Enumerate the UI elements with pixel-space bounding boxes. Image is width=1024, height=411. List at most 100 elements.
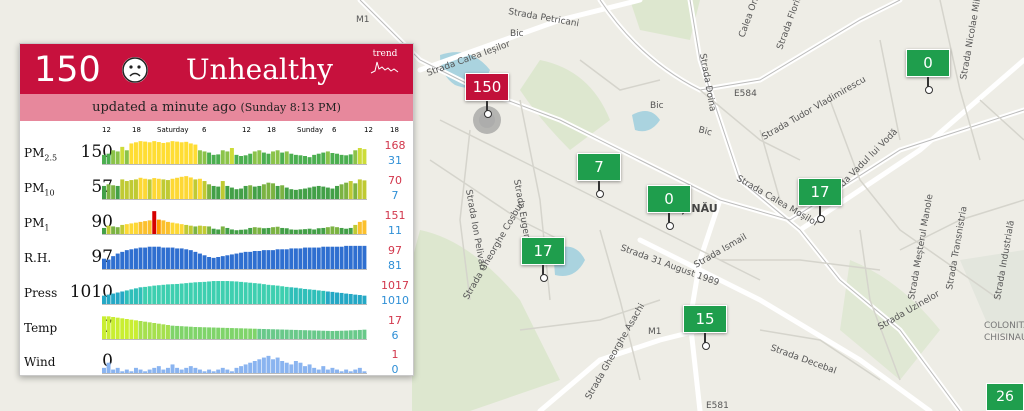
- history-bar: [202, 226, 207, 234]
- history-bar: [161, 369, 166, 373]
- history-bar: [229, 254, 234, 269]
- pollutant-label: PM10: [24, 181, 55, 198]
- axis-tick-label: 18: [132, 126, 141, 134]
- history-bar: [239, 366, 244, 373]
- history-bar: [280, 185, 285, 199]
- history-bar: [239, 229, 244, 234]
- history-bar: [330, 367, 335, 373]
- history-bar: [115, 292, 120, 304]
- history-bar: [234, 328, 239, 339]
- pollutant-label: PM1: [24, 216, 50, 233]
- history-bar: [243, 155, 248, 164]
- history-bar: [170, 222, 175, 234]
- history-bar: [175, 223, 180, 234]
- pollutant-row[interactable]: R.H. 97 97 81: [20, 241, 413, 275]
- history-bar: [312, 154, 317, 164]
- history-bar: [143, 178, 148, 199]
- history-bar: [353, 245, 358, 269]
- history-bar: [133, 367, 138, 373]
- station-marker[interactable]: 7: [577, 153, 643, 198]
- history-bar: [252, 283, 257, 304]
- history-bar: [257, 150, 262, 164]
- time-axis: 12 18 Saturday 6 12 18 Sunday 6 12 18: [102, 124, 399, 136]
- history-bar: [165, 284, 170, 304]
- station-marker[interactable]: 17: [798, 178, 864, 223]
- current-value: 0: [102, 351, 113, 371]
- history-bar: [239, 328, 244, 339]
- history-bar: [175, 283, 180, 304]
- history-bar: [284, 362, 289, 373]
- history-bar: [152, 246, 157, 269]
- history-bar: [143, 286, 148, 304]
- updated-bar: updated a minute ago (Sunday 8:13 PM): [20, 94, 413, 121]
- history-bar: [207, 152, 212, 164]
- history-bar: [138, 141, 143, 164]
- pollutant-row[interactable]: Press 1010 1017 1010: [20, 276, 413, 310]
- history-bar: [129, 371, 134, 373]
- history-bar: [138, 247, 143, 269]
- history-bar: [170, 178, 175, 199]
- history-bar: [303, 156, 307, 164]
- history-bar: [156, 366, 161, 373]
- history-bar: [289, 229, 294, 234]
- history-bar: [353, 330, 358, 339]
- history-bar: [293, 248, 298, 269]
- pollutant-row[interactable]: PM2.5 150 168 31: [20, 136, 413, 170]
- history-bar: [225, 255, 230, 269]
- history-bar: [179, 224, 184, 234]
- pollutant-row[interactable]: Wind 0 1 0: [20, 345, 413, 379]
- max-value: 1: [391, 348, 399, 361]
- history-bar: [316, 290, 321, 304]
- history-bar: [344, 245, 349, 269]
- pollutant-row[interactable]: Temp7176: [20, 311, 413, 345]
- history-bar: [197, 327, 202, 339]
- history-bar: [252, 186, 257, 199]
- history-bar: [165, 142, 170, 164]
- history-bar: [120, 318, 125, 339]
- station-marker[interactable]: 0: [906, 49, 972, 94]
- history-bar: [129, 249, 134, 269]
- history-bar: [330, 188, 335, 199]
- history-bar: [234, 281, 239, 304]
- history-bar: [188, 326, 193, 339]
- history-bar: [257, 251, 262, 269]
- trend-button[interactable]: trend: [367, 49, 403, 89]
- station-marker[interactable]: 150: [465, 73, 531, 118]
- pollutant-row[interactable]: PM1 90 151 11: [20, 206, 413, 240]
- min-value: 0: [391, 363, 399, 376]
- history-bar: [211, 327, 216, 339]
- history-bar: [303, 366, 307, 373]
- history-bar: [229, 371, 234, 373]
- history-bar: [330, 246, 335, 269]
- history-bar: [161, 324, 166, 339]
- history-bar: [216, 369, 221, 373]
- pollutant-label: Press: [24, 286, 58, 300]
- history-bar: [271, 227, 276, 234]
- history-bar: [275, 285, 280, 304]
- history-bar: [220, 281, 225, 304]
- history-bar: [284, 151, 289, 164]
- history-bar: [156, 246, 161, 269]
- history-bar: [303, 188, 307, 199]
- history-bar: [335, 369, 339, 373]
- pollutant-row[interactable]: PM1057707: [20, 171, 413, 205]
- corner-station-badge[interactable]: 26: [986, 383, 1024, 411]
- history-bar: [280, 329, 285, 339]
- history-bar: [161, 284, 166, 304]
- history-bar: [220, 150, 225, 164]
- history-bar: [111, 226, 116, 234]
- history-bar: [353, 224, 358, 234]
- history-bar: [298, 155, 303, 164]
- history-bar: [298, 248, 303, 269]
- history-bar: [115, 367, 120, 373]
- station-marker[interactable]: 15: [683, 305, 749, 350]
- history-bar: [266, 329, 271, 339]
- station-marker[interactable]: 17: [521, 237, 587, 282]
- history-bar: [243, 185, 248, 199]
- station-marker[interactable]: 0: [647, 185, 713, 230]
- history-bar: [312, 247, 317, 269]
- min-value: 31: [388, 154, 402, 167]
- history-bar: [257, 359, 262, 373]
- history-bar: [298, 362, 303, 373]
- history-bar: [133, 320, 138, 339]
